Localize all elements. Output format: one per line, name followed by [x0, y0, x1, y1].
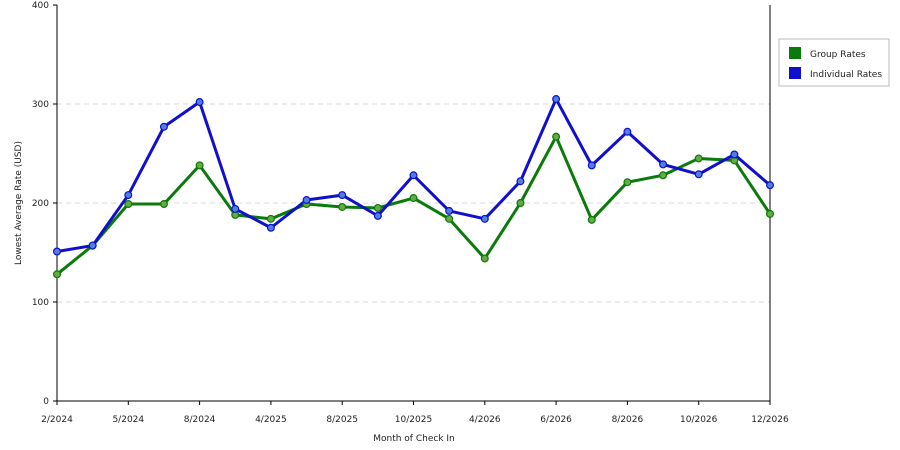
x-tick-label: 2/2024	[41, 415, 73, 425]
data-point-individual-rates	[88, 241, 97, 250]
data-point-group-rates	[52, 270, 61, 279]
data-point-individual-rates	[124, 191, 133, 200]
data-point-individual-rates	[52, 247, 61, 256]
data-point-individual-rates	[266, 223, 275, 232]
data-point-individual-rates	[694, 170, 703, 179]
x-tick-label: 8/2026	[612, 415, 644, 425]
x-tick-label: 6/2026	[540, 415, 572, 425]
legend: Group Rates Individual Rates	[778, 38, 890, 87]
data-point-individual-rates	[552, 95, 561, 104]
data-point-group-rates	[266, 214, 275, 223]
data-point-group-rates	[765, 209, 774, 218]
x-tick-label: 10/2025	[395, 415, 432, 425]
y-tick-label: 0	[43, 397, 49, 407]
data-point-individual-rates	[659, 160, 668, 169]
x-tick-label: 4/2026	[469, 415, 501, 425]
data-point-individual-rates	[231, 204, 240, 213]
data-point-individual-rates	[338, 191, 347, 200]
data-point-group-rates	[124, 199, 133, 208]
legend-swatch-individual-rates	[789, 67, 801, 79]
data-point-individual-rates	[195, 98, 204, 107]
y-tick-label: 400	[32, 1, 49, 11]
data-point-group-rates	[445, 214, 454, 223]
legend-label-group-rates: Group Rates	[810, 50, 866, 60]
y-tick-label: 200	[32, 199, 49, 209]
data-point-group-rates	[159, 199, 168, 208]
data-point-individual-rates	[587, 161, 596, 170]
data-point-individual-rates	[159, 122, 168, 131]
data-point-group-rates	[694, 154, 703, 163]
x-tick-label: 8/2024	[184, 415, 216, 425]
data-point-group-rates	[587, 215, 596, 224]
data-point-individual-rates	[445, 206, 454, 215]
data-point-group-rates	[516, 199, 525, 208]
data-point-individual-rates	[302, 196, 311, 205]
data-point-individual-rates	[516, 177, 525, 186]
x-tick-label: 10/2026	[680, 415, 718, 425]
data-point-group-rates	[409, 194, 418, 203]
y-tick-label: 300	[32, 100, 49, 110]
x-tick-label: 12/2026	[751, 415, 789, 425]
x-tick-label: 4/2025	[255, 415, 287, 425]
data-point-group-rates	[659, 171, 668, 180]
y-tick-labels: 0 100 200 300 400	[32, 1, 57, 407]
data-point-group-rates	[552, 132, 561, 141]
series-layer	[52, 95, 774, 279]
data-point-group-rates	[195, 161, 204, 170]
data-point-individual-rates	[373, 211, 382, 220]
legend-swatch-group-rates	[789, 47, 801, 59]
x-tick-label: 8/2025	[326, 415, 358, 425]
y-axis-title: Lowest Average Rate (USD)	[14, 141, 24, 265]
x-tick-label: 5/2024	[112, 415, 144, 425]
data-point-individual-rates	[730, 150, 739, 159]
data-point-individual-rates	[623, 127, 632, 136]
x-axis-title: Month of Check In	[373, 434, 455, 444]
y-tick-label: 100	[32, 298, 49, 308]
data-point-group-rates	[480, 254, 489, 263]
gridlines	[57, 103, 770, 303]
legend-label-individual-rates: Individual Rates	[810, 70, 882, 80]
data-point-group-rates	[373, 203, 382, 212]
data-point-individual-rates	[480, 214, 489, 223]
data-point-group-rates	[623, 178, 632, 187]
data-point-group-rates	[338, 202, 347, 211]
x-tick-labels: 2/2024 5/2024 8/2024 4/2025 8/2025 10/2025 4/2…	[41, 401, 789, 425]
data-point-individual-rates	[409, 171, 418, 180]
data-point-individual-rates	[765, 181, 774, 190]
